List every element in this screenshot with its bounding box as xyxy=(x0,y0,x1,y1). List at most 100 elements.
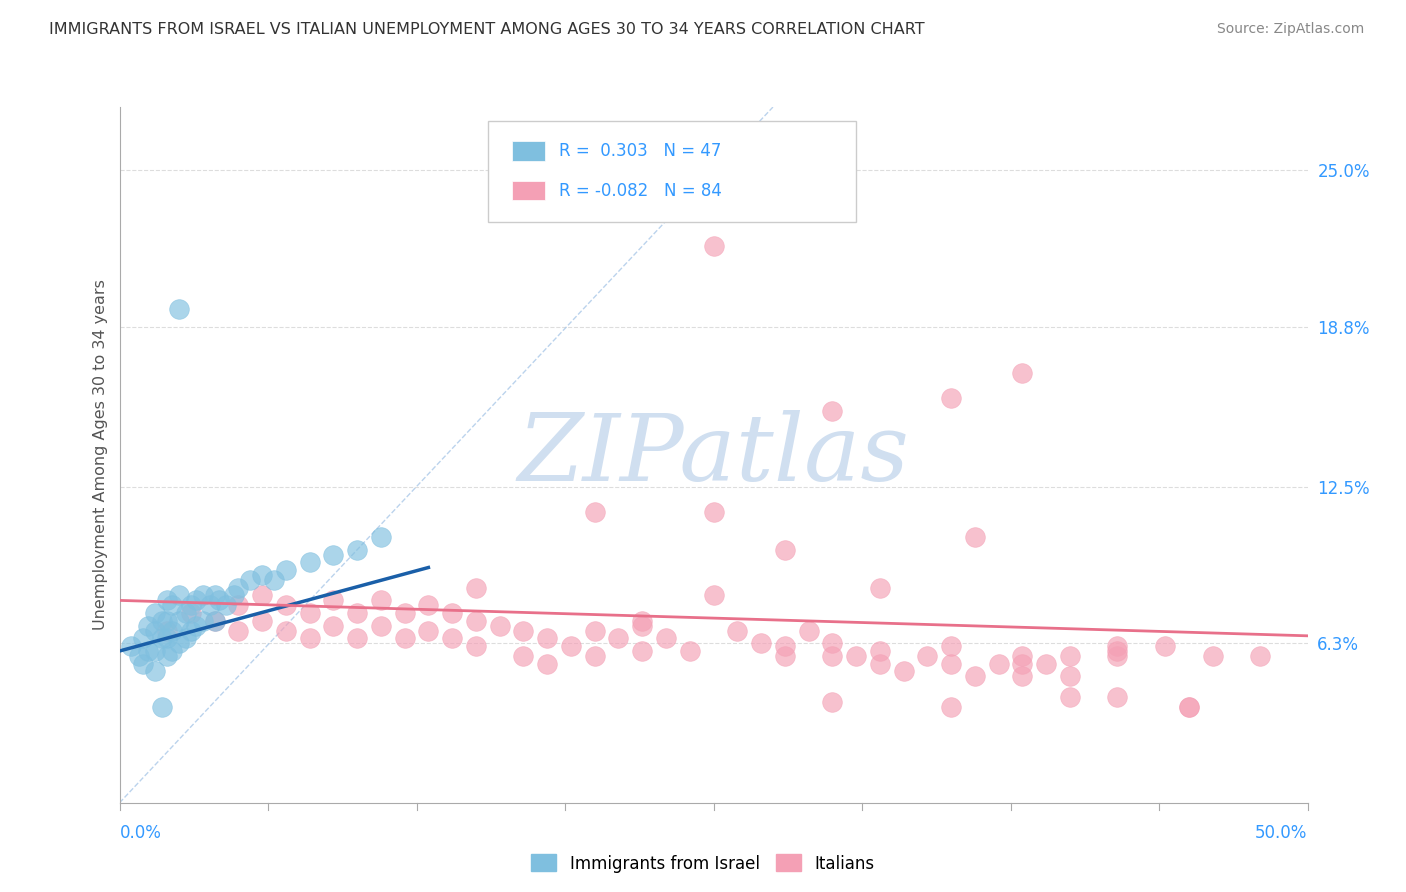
Point xyxy=(370,593,392,607)
Point xyxy=(1249,648,1271,663)
Point xyxy=(773,639,796,653)
Point xyxy=(464,581,488,595)
Point xyxy=(512,624,534,638)
FancyBboxPatch shape xyxy=(488,121,856,222)
Point xyxy=(120,639,142,653)
Point xyxy=(180,599,202,613)
Point xyxy=(512,648,534,663)
Point xyxy=(560,639,582,653)
Point xyxy=(156,632,179,646)
Point xyxy=(418,624,440,638)
Point xyxy=(1107,644,1129,658)
Point xyxy=(174,606,197,620)
Point xyxy=(143,665,166,679)
Point xyxy=(180,606,202,620)
Point xyxy=(821,636,844,650)
Point xyxy=(204,588,226,602)
Point xyxy=(869,581,891,595)
Point xyxy=(184,593,207,607)
Point xyxy=(702,239,725,253)
Text: R =  0.303   N = 47: R = 0.303 N = 47 xyxy=(560,142,721,160)
Point xyxy=(346,632,368,646)
Point xyxy=(939,699,962,714)
Point xyxy=(143,624,166,638)
Point xyxy=(128,648,150,663)
Point xyxy=(228,599,250,613)
Point xyxy=(1011,657,1033,671)
Text: R = -0.082   N = 84: R = -0.082 N = 84 xyxy=(560,182,721,200)
Point xyxy=(1201,648,1223,663)
Point xyxy=(222,588,245,602)
Point xyxy=(274,599,297,613)
Point xyxy=(298,606,321,620)
Text: 50.0%: 50.0% xyxy=(1256,823,1308,842)
Point xyxy=(136,618,159,632)
Point xyxy=(464,639,488,653)
Point xyxy=(394,606,416,620)
Point xyxy=(655,632,678,646)
FancyBboxPatch shape xyxy=(512,181,546,201)
Point xyxy=(749,636,772,650)
Point xyxy=(702,505,725,519)
Point xyxy=(132,657,155,671)
Point xyxy=(939,657,962,671)
Point xyxy=(1011,648,1033,663)
Point xyxy=(583,648,606,663)
Point xyxy=(208,593,231,607)
Point xyxy=(583,624,606,638)
Point xyxy=(228,624,250,638)
Point xyxy=(583,505,606,519)
Point xyxy=(773,648,796,663)
Point xyxy=(160,624,183,638)
Point xyxy=(180,624,202,638)
Point xyxy=(167,588,190,602)
Point xyxy=(160,599,183,613)
Point xyxy=(250,568,273,582)
Point xyxy=(1107,690,1129,704)
Point xyxy=(773,542,796,557)
Point xyxy=(536,657,558,671)
Point xyxy=(174,632,197,646)
Point xyxy=(156,593,179,607)
Point xyxy=(821,695,844,709)
Point xyxy=(631,644,654,658)
Point xyxy=(156,624,179,638)
Point xyxy=(845,648,868,663)
Point xyxy=(143,644,166,658)
Text: 0.0%: 0.0% xyxy=(120,823,162,842)
Point xyxy=(370,618,392,632)
Point xyxy=(132,632,155,646)
Point xyxy=(184,618,207,632)
Point xyxy=(167,302,190,317)
Point xyxy=(963,530,986,544)
Legend: Immigrants from Israel, Italians: Immigrants from Israel, Italians xyxy=(524,847,882,880)
Point xyxy=(274,563,297,577)
Point xyxy=(250,588,273,602)
Point xyxy=(1035,657,1057,671)
Point xyxy=(1154,639,1177,653)
Point xyxy=(939,391,962,405)
Point xyxy=(250,614,273,628)
Point xyxy=(418,599,440,613)
Point xyxy=(702,588,725,602)
Point xyxy=(322,618,344,632)
Point xyxy=(1011,669,1033,683)
Point xyxy=(441,632,464,646)
Point xyxy=(821,648,844,663)
Point xyxy=(298,556,321,570)
Point xyxy=(1107,639,1129,653)
Point xyxy=(346,606,368,620)
Point xyxy=(939,639,962,653)
Point xyxy=(987,657,1010,671)
Y-axis label: Unemployment Among Ages 30 to 34 years: Unemployment Among Ages 30 to 34 years xyxy=(93,279,108,631)
Point xyxy=(1059,690,1081,704)
Point xyxy=(191,588,214,602)
Point xyxy=(917,648,939,663)
Point xyxy=(228,581,250,595)
Point xyxy=(143,606,166,620)
Point xyxy=(869,657,891,671)
Point xyxy=(204,614,226,628)
Point xyxy=(679,644,702,658)
Point xyxy=(198,599,221,613)
Text: IMMIGRANTS FROM ISRAEL VS ITALIAN UNEMPLOYMENT AMONG AGES 30 TO 34 YEARS CORRELA: IMMIGRANTS FROM ISRAEL VS ITALIAN UNEMPL… xyxy=(49,22,925,37)
